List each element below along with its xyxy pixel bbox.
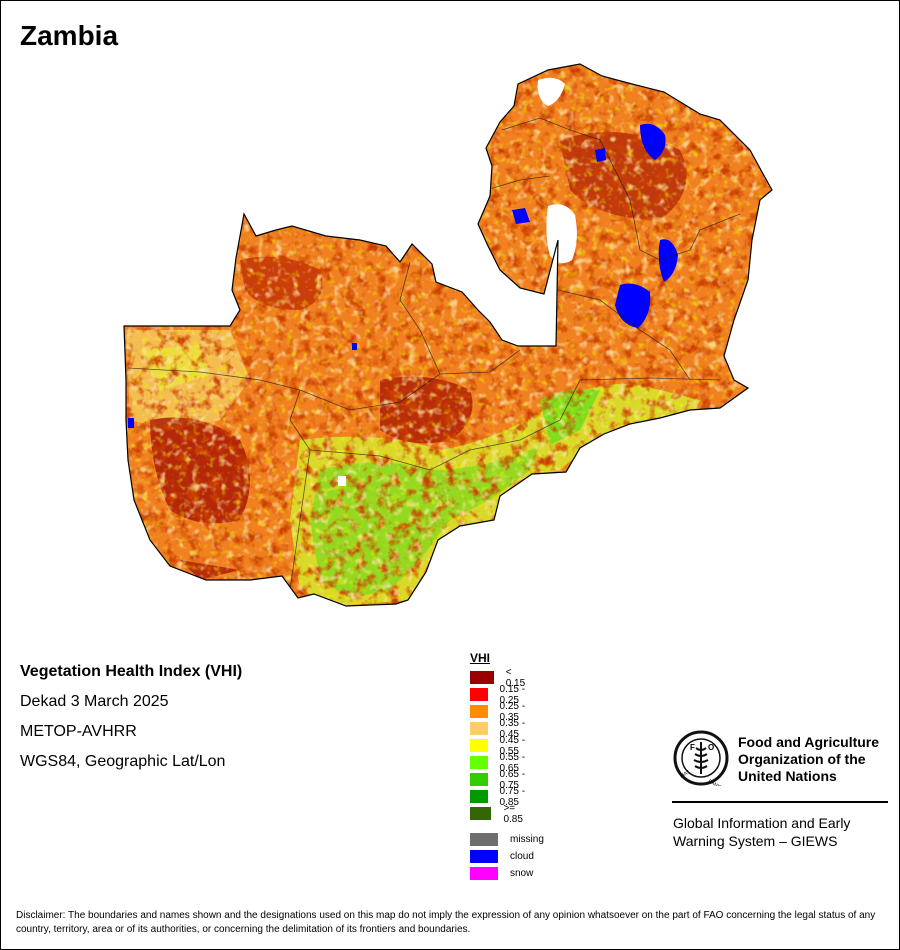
vhi-map [120,60,790,615]
disclaimer: Disclaimer: The boundaries and names sho… [16,910,876,935]
legend-label: 0.65 - 0.75 [499,768,526,791]
legend-swatch [470,739,488,752]
legend-class: 0.15 - 0.25 [470,684,529,706]
projection: WGS84, Geographic Lat/Lon [20,753,226,770]
legend-title: VHI [470,651,491,665]
legend-label: 0.35 - 0.45 [499,717,526,740]
legend-label: >= 0.85 [503,802,523,825]
legend-class: 0.35 - 0.45 [470,718,529,740]
legend-special: missing [470,833,544,846]
legend-swatch [470,756,488,769]
legend-swatch [470,790,488,803]
legend-class: >= 0.85 [470,803,529,825]
legend-label: cloud [510,851,534,862]
legend-class: 0.45 - 0.55 [470,735,529,757]
legend-swatch [470,773,488,786]
giews-line2: Warning System – GIEWS [673,833,838,849]
legend-label: 0.75 - 0.85 [499,785,526,808]
index-name: Vegetation Health Index (VHI) [20,663,243,680]
vhi-raster [124,64,772,606]
fao-name: Food and Agriculture Organization of the… [738,734,898,785]
legend-swatch [470,722,488,735]
fao-emblem-icon: F O FIAT PANIS [673,730,729,786]
legend-swatch [470,671,494,684]
period: Dekad 3 March 2025 [20,693,169,710]
legend-class: 0.25 - 0.35 [470,701,529,723]
legend-special: cloud [470,850,534,863]
vhi-legend: VHI < 0.15 0.15 - 0.25 0.25 - 0.35 0.35 - 0… [470,651,544,880]
legend-label: 0.25 - 0.35 [499,700,526,723]
svg-text:FIAT: FIAT [679,769,691,779]
map-info: Vegetation Health Index (VHI) Dekad 3 Ma… [20,657,242,777]
giews-line1: Global Information and Early [673,815,851,831]
legend-class: 0.65 - 0.75 [470,769,529,791]
svg-text:O: O [708,743,714,752]
legend-special: snow [470,867,533,880]
legend-swatch [470,850,498,863]
legend-swatch [470,833,498,846]
svg-text:PANIS: PANIS [707,779,723,786]
legend-label: 0.45 - 0.55 [499,734,526,757]
legend-swatch [470,867,498,880]
giews-name: Global Information and Early Warning Sys… [673,814,889,850]
zambia-map-svg [123,63,773,607]
fao-name-line1: Food and Agriculture [738,734,880,750]
legend-swatch [470,807,492,820]
svg-text:F: F [690,743,695,752]
legend-label: snow [510,868,534,879]
legend-swatch [470,705,488,718]
legend-label: missing [510,834,544,845]
fao-name-line3: United Nations [738,768,837,784]
legend-swatch [470,688,488,701]
map-title: Zambia [20,20,119,51]
logo-divider [672,801,888,803]
legend-class: 0.55 - 0.65 [470,752,529,774]
sensor: METOP-AVHRR [20,723,137,740]
fao-name-line2: Organization of the [738,751,866,767]
legend-label: < 0.15 [505,666,526,689]
legend-label: 0.55 - 0.65 [499,751,526,774]
legend-label: 0.15 - 0.25 [499,683,526,706]
legend-class: 0.75 - 0.85 [470,786,529,808]
legend-class: < 0.15 [470,667,529,689]
